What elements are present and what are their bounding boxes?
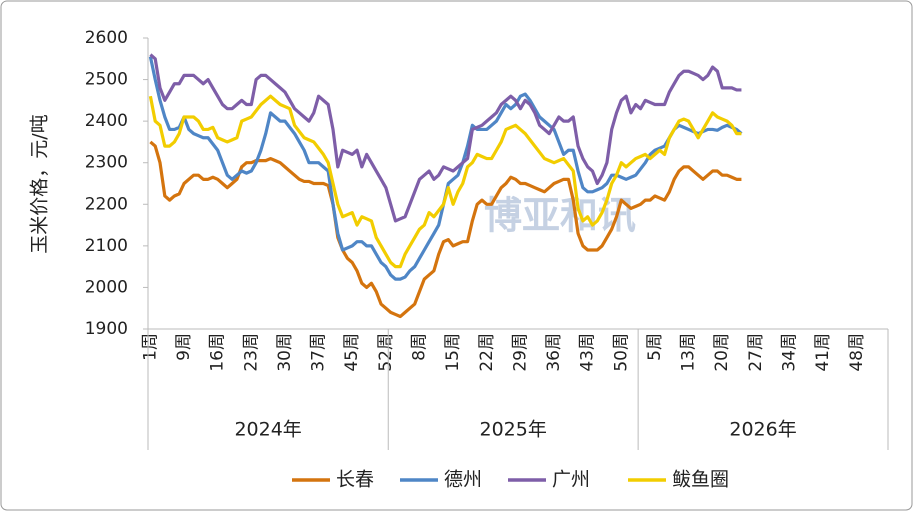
x-tick-label: 13周 <box>679 333 699 372</box>
x-tick-label: 48周 <box>847 333 867 372</box>
legend-label: 鲅鱼圈 <box>672 469 729 491</box>
y-tick-label: 2100 <box>85 236 128 256</box>
legend-label: 德州 <box>444 469 482 491</box>
x-tick-label: 5周 <box>645 333 665 361</box>
x-tick-label: 15周 <box>443 333 463 372</box>
y-tick-label: 2600 <box>85 28 128 48</box>
x-tick-label: 20周 <box>712 333 732 372</box>
legend-label: 广州 <box>552 469 590 491</box>
x-tick-label: 22周 <box>477 333 497 372</box>
x-tick-label: 16周 <box>208 333 228 372</box>
x-tick-label: 37周 <box>309 333 329 372</box>
y-tick-label: 2400 <box>85 111 128 131</box>
y-axis-title: 玉米价格，元/吨 <box>29 114 51 253</box>
legend-label: 长春 <box>336 469 374 491</box>
x-tick-label: 1周 <box>140 333 160 361</box>
x-group-label: 2025年 <box>480 419 547 441</box>
x-tick-label: 43周 <box>578 333 598 372</box>
x-tick-label: 45周 <box>342 333 362 372</box>
x-tick-label: 30周 <box>275 333 295 372</box>
series-line <box>149 53 742 223</box>
x-group-label: 2024年 <box>234 419 301 441</box>
series-line <box>148 94 742 269</box>
y-tick-label: 2000 <box>85 277 128 297</box>
x-tick-label: 41周 <box>813 333 833 372</box>
x-tick-label: 50周 <box>611 333 631 372</box>
y-tick-label: 2300 <box>85 153 128 173</box>
x-tick-label: 8周 <box>409 333 429 361</box>
x-group-label: 2026年 <box>729 419 796 441</box>
x-tick-label: 29周 <box>510 333 530 372</box>
x-tick-label: 9周 <box>174 333 194 361</box>
x-tick-label: 36周 <box>544 333 564 372</box>
watermark: 博亚和讯 <box>484 194 636 238</box>
x-tick-label: 23周 <box>241 333 261 372</box>
y-tick-label: 1900 <box>85 319 128 339</box>
x-tick-label: 34周 <box>779 333 799 372</box>
y-tick-label: 2200 <box>85 194 128 214</box>
x-tick-label: 52周 <box>376 333 396 372</box>
x-tick-label: 27周 <box>746 333 766 372</box>
y-tick-label: 2500 <box>85 70 128 90</box>
series-line <box>149 140 742 319</box>
